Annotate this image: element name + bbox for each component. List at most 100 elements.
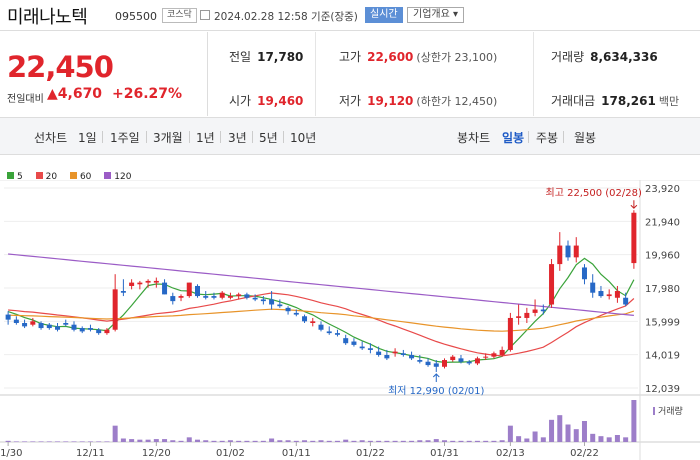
tab-1y[interactable]: 1년 xyxy=(196,131,215,145)
ma-legend: 5 20 60 120 xyxy=(7,172,141,182)
tab-10y[interactable]: 10년 xyxy=(290,131,317,145)
clock-icon xyxy=(200,10,210,20)
volume-bar xyxy=(244,440,250,442)
volume-bar xyxy=(63,441,69,442)
candle-body xyxy=(302,316,308,322)
volume-bar xyxy=(549,419,555,442)
candle-body xyxy=(112,289,118,330)
candle-body xyxy=(359,346,365,349)
tab-5y[interactable]: 5년 xyxy=(259,131,278,145)
volume-bar xyxy=(524,438,530,442)
candlestick-chart[interactable]: 거래량 23,920 21,940 19,960 17,980 15,999 14,019… xyxy=(0,180,700,460)
tab-daily[interactable]: 일봉 xyxy=(502,131,525,145)
stat-high: 고가 22,600 (상한가 23,100) xyxy=(339,48,497,65)
stock-name: 미래나노텍 xyxy=(7,7,88,28)
candle-body xyxy=(194,285,200,297)
volume-bar xyxy=(104,441,110,442)
candle-body xyxy=(104,329,110,334)
x-tick-label: 01/22 xyxy=(356,448,385,459)
x-tick-label: 01/02 xyxy=(216,448,245,459)
legend-ma60: 60 xyxy=(69,172,92,182)
stat-lower-limit: (하한가 12,450) xyxy=(416,95,498,108)
volume-bar xyxy=(13,441,19,442)
candle-body xyxy=(178,296,184,298)
tab-divider xyxy=(252,131,253,143)
candle-body xyxy=(293,312,299,315)
legend-label: 60 xyxy=(79,172,92,182)
tab-1d[interactable]: 1일 xyxy=(78,131,97,145)
y-tick-label: 21,940 xyxy=(645,217,680,228)
volume-bar xyxy=(302,440,308,442)
low-annotation: 최저 12,990 (02/01) xyxy=(388,385,484,397)
candle-body xyxy=(203,296,209,298)
volume-bar xyxy=(474,440,480,442)
stat-value: 178,261 xyxy=(601,94,656,108)
x-tick-label: 02/22 xyxy=(570,448,599,459)
candle-body xyxy=(219,292,225,298)
y-tick-label: 15,999 xyxy=(645,317,680,328)
volume-bar xyxy=(79,441,85,442)
volume-bar xyxy=(260,440,266,442)
candle-body xyxy=(351,341,357,345)
volume-bar xyxy=(409,440,415,442)
company-info-dropdown[interactable]: 기업개요 ▾ xyxy=(407,7,465,23)
stat-label: 거래량 xyxy=(551,50,585,64)
candle-body xyxy=(581,267,587,280)
candle-body xyxy=(285,307,291,312)
price-stats: 전일 17,780 고가 22,600 (상한가 23,100) 거래량 8,634,3… xyxy=(209,32,700,116)
legend-ma120: 120 xyxy=(104,172,131,182)
candle-body xyxy=(631,212,637,264)
tab-3y[interactable]: 3년 xyxy=(228,131,247,145)
candle-body xyxy=(269,299,275,305)
candle-body xyxy=(5,314,11,320)
tab-monthly[interactable]: 월봉 xyxy=(574,131,597,145)
x-axis-labels: 11/30 12/11 12/20 01/02 01/11 01/22 01/31 02/13… xyxy=(0,442,599,459)
volume-bar xyxy=(631,400,637,442)
candle-body xyxy=(170,296,176,302)
volume-bar xyxy=(376,440,382,442)
volume-bar xyxy=(5,440,11,442)
candle-body xyxy=(260,299,266,302)
volume-bar xyxy=(573,429,579,442)
volume-bar xyxy=(153,439,159,442)
volume-bar xyxy=(400,440,406,442)
volume-bar xyxy=(507,425,513,442)
market-badge: 코스닥 xyxy=(162,8,197,23)
candle-body xyxy=(120,291,126,293)
tab-divider xyxy=(220,131,221,143)
tab-1w[interactable]: 1주일 xyxy=(110,131,140,145)
candle-body xyxy=(129,282,135,286)
volume-bar xyxy=(614,435,620,442)
volume-legend-label: 거래량 xyxy=(658,405,683,417)
volume-bar xyxy=(145,439,151,442)
realtime-button[interactable]: 실시간 xyxy=(365,7,403,23)
ma60-line xyxy=(8,308,635,332)
volume-bar xyxy=(367,440,373,442)
legend-label: 20 xyxy=(45,172,58,182)
candle-body xyxy=(71,324,77,330)
stat-value: 19,120 xyxy=(367,94,414,108)
volume-bar xyxy=(359,440,365,442)
stat-value: 22,600 xyxy=(367,50,414,64)
tab-3m[interactable]: 3개월 xyxy=(153,131,183,145)
volume-bar xyxy=(22,441,28,442)
tab-weekly[interactable]: 주봉 xyxy=(536,131,559,145)
legend-ma5: 5 xyxy=(7,172,23,182)
candle-body xyxy=(87,328,93,330)
legend-swatch xyxy=(69,172,77,179)
candle-body xyxy=(211,296,217,298)
volume-bar xyxy=(310,440,316,442)
tab-divider xyxy=(102,131,103,143)
volume-bar xyxy=(236,440,242,442)
candle-body xyxy=(376,351,382,355)
x-tick-label: 01/11 xyxy=(282,448,311,459)
volume-legend-swatch xyxy=(653,407,655,415)
volume-bar xyxy=(384,440,390,442)
stat-label: 고가 xyxy=(339,50,362,64)
volume-bar xyxy=(623,437,629,442)
candle-body xyxy=(392,351,398,354)
candle-body xyxy=(516,316,522,318)
candle-body xyxy=(334,333,340,335)
tab-divider xyxy=(189,131,190,143)
tab-divider xyxy=(563,131,564,143)
